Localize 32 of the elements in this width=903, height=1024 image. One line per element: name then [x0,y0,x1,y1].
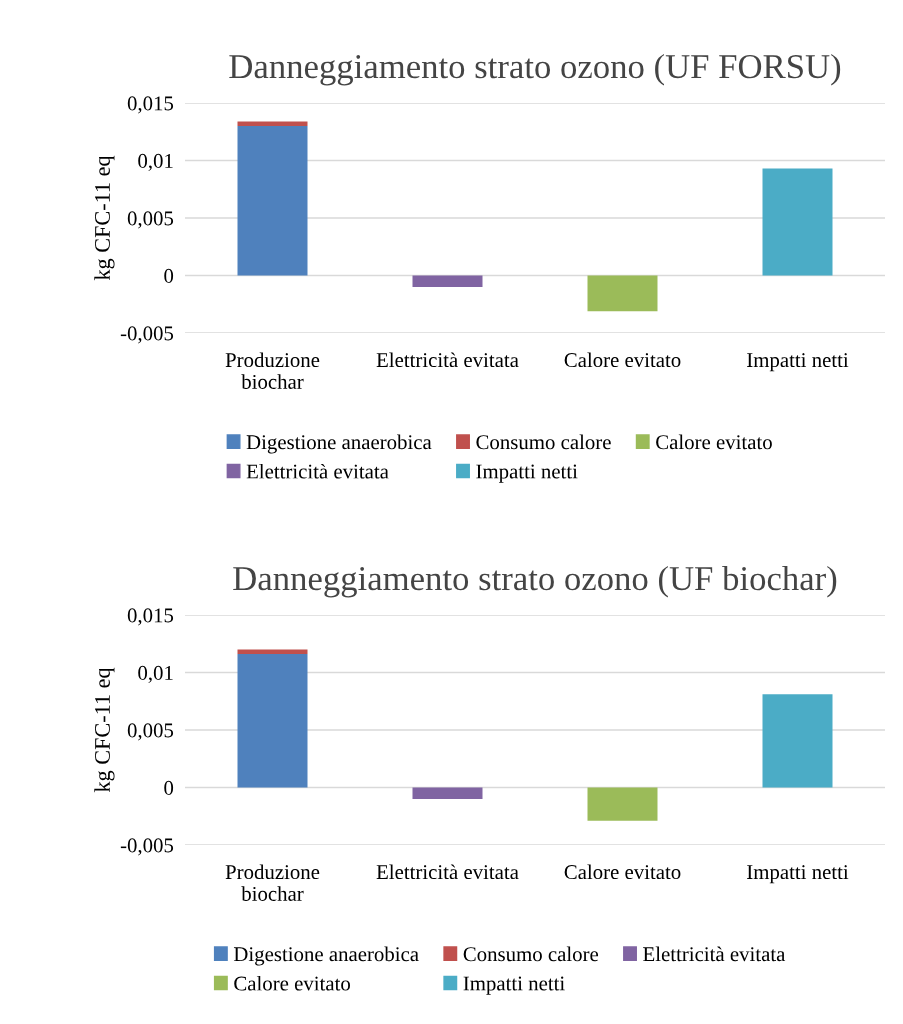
legend-label: Calore evitato [234,975,350,991]
chart-title: Danneggiamento strato ozono (UF biochar) [233,565,837,598]
y-tick-label: 0 [164,780,174,795]
y-tick-label: 0 [164,268,174,283]
y-tick-label: -0,005 [120,326,174,344]
y-tick-label: 0,015 [127,96,174,114]
chart-title: Danneggiamento strato ozono (UF FORSU) [229,53,841,86]
x-tick-label: Impatti netti [747,353,849,372]
x-tick-label: Produzione biochar [225,352,320,389]
legend-label: Consumo calore [476,434,611,450]
y-tick-label: 0,005 [127,211,174,229]
x-tick-label: Elettricità evitata [376,352,519,368]
legend-label: Digestione anaerobica [233,946,419,966]
x-tick-label: Calore evitato [564,352,681,368]
legend-label: Calore evitato [656,434,772,450]
y-tick-label: 0,01 [138,665,173,683]
legend-label: Impatti netti [463,976,565,995]
legend-label: Digestione anaerobica [246,434,432,454]
x-tick-label: Calore evitato [564,864,681,880]
legend-label: Elettricità evitata [246,463,389,479]
y-axis-title: kg CFC-11 eq [94,155,115,281]
y-tick-label: 0,01 [138,153,173,171]
x-tick-label: Impatti netti [747,865,849,884]
y-tick-label: 0,005 [127,723,174,741]
y-tick-label: -0,005 [120,838,174,856]
x-tick-label: Produzione biochar [225,864,320,901]
legend-label: Elettricità evitata [643,946,786,962]
y-axis-title: kg CFC-11 eq [94,667,115,793]
legend-label: Consumo calore [463,946,599,962]
x-tick-label: Elettricità evitata [376,864,519,880]
y-tick-label: 0,015 [127,608,174,626]
legend-label: Impatti netti [476,464,578,483]
